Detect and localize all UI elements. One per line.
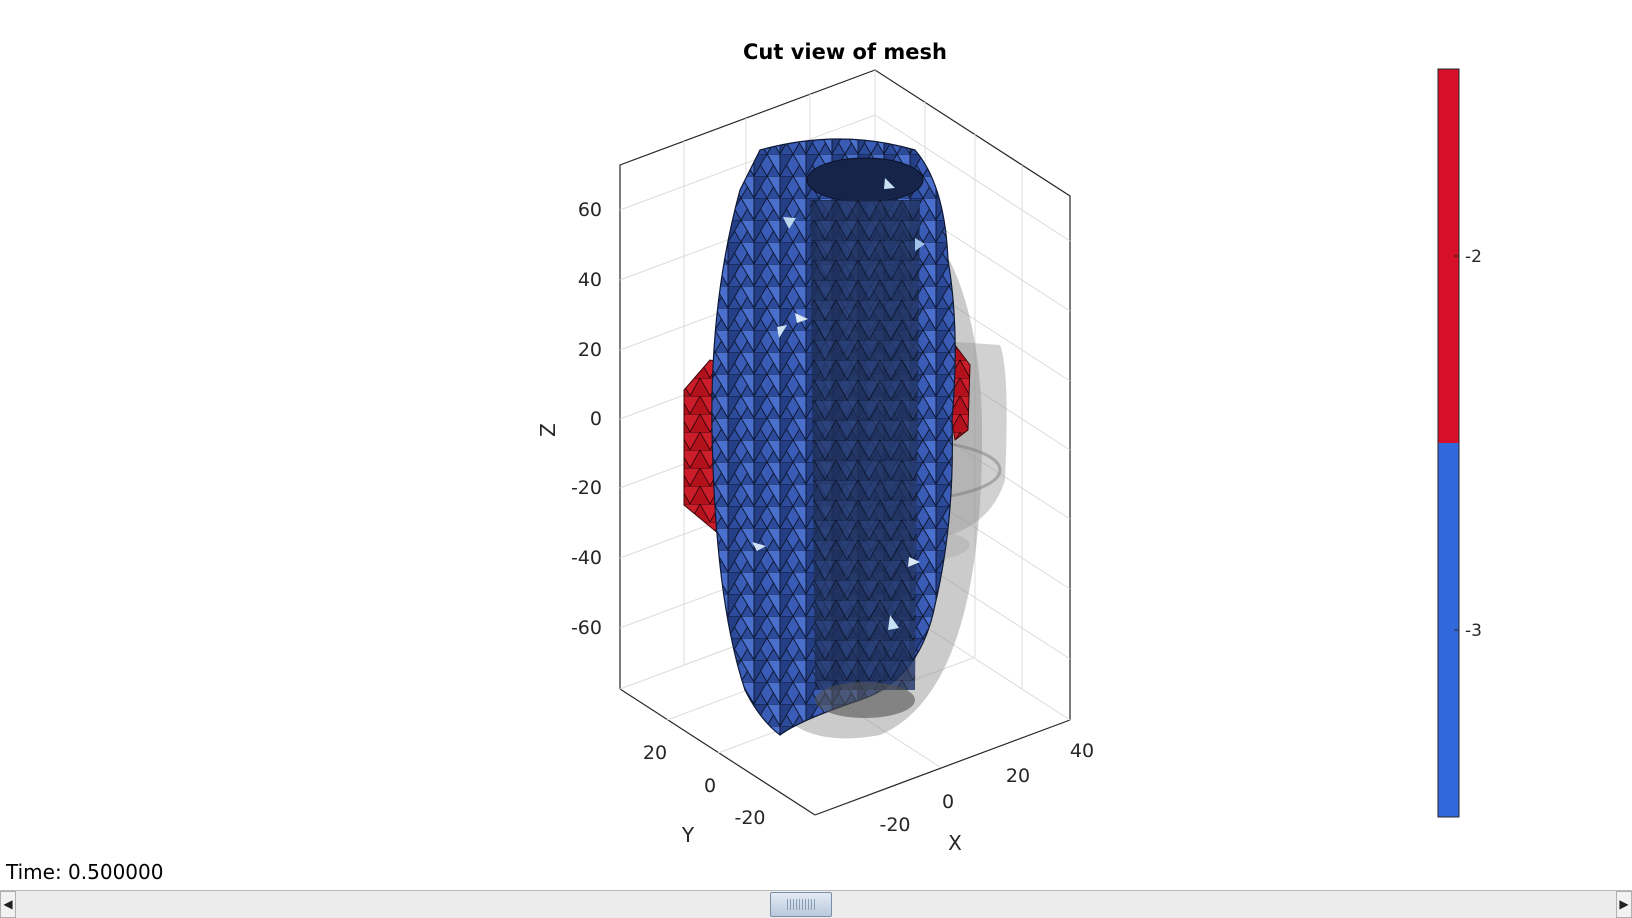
z-tick-label: 0 [590,408,602,430]
z-tick-label: 60 [578,199,602,221]
slider-left-arrow-icon[interactable]: ◀ [0,891,16,918]
z-tick-label: 20 [578,339,602,361]
z-tick-label: -60 [571,617,602,639]
x-tick-label: 0 [942,791,954,813]
x-tick-label: 20 [1006,765,1030,787]
z-tick-label: 40 [578,269,602,291]
z-tick-label: -40 [571,547,602,569]
y-axis-ticks: 20 0 -20 [643,742,766,829]
z-axis-label: Z [536,423,560,437]
x-tick-label: 40 [1070,740,1094,762]
y-axis-label: Y [681,823,695,847]
z-axis-ticks: 60 40 20 0 -20 -40 -60 [571,199,602,639]
blue-mesh-body [711,138,956,736]
x-axis-label: X [948,831,962,855]
colorbar-segment-blue [1438,443,1459,817]
slider-thumb[interactable] [770,892,832,917]
y-tick-label: 20 [643,742,667,764]
chart-title: Cut view of mesh [743,40,947,64]
z-tick-label: -20 [571,477,602,499]
x-tick-label: -20 [879,814,910,836]
colorbar: -2 -3 [1437,68,1482,818]
x-axis-ticks: -20 0 20 40 [879,740,1094,836]
y-tick-label: -20 [734,807,765,829]
time-slider[interactable]: ◀ ▶ [0,890,1632,918]
colorbar-tick-label: -3 [1465,621,1482,641]
time-label: Time: 0.500000 [6,860,164,884]
colorbar-tick-label: -2 [1465,247,1482,267]
slider-right-arrow-icon[interactable]: ▶ [1616,891,1632,918]
y-tick-label: 0 [704,775,716,797]
slider-track[interactable] [16,891,1616,918]
colorbar-segment-red [1438,69,1459,443]
